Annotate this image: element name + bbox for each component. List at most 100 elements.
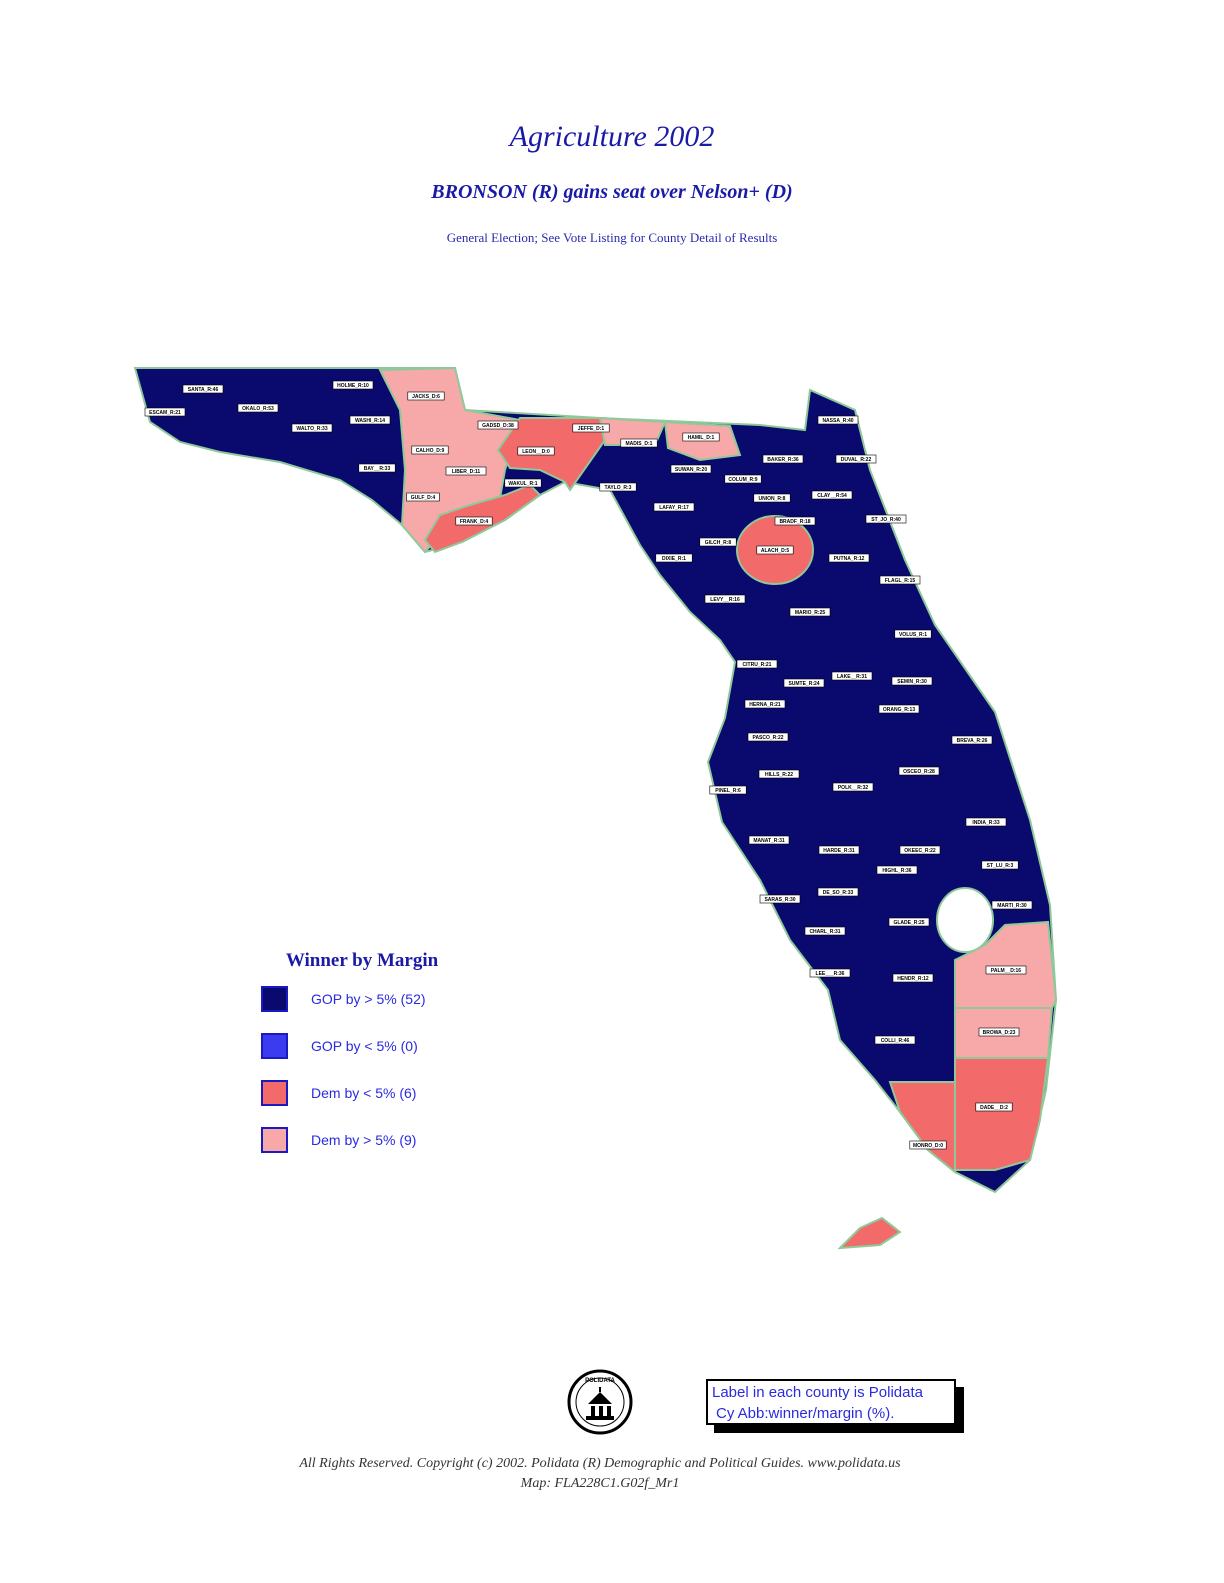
county-label-box [898, 766, 940, 776]
county-label-box [709, 785, 747, 795]
county-label-box [358, 463, 396, 473]
county-label-box [655, 553, 693, 563]
county-label: WAKUL_R:1 [508, 481, 537, 487]
county-label-box [407, 391, 445, 401]
county-label: PUTNA_R:12 [834, 556, 865, 562]
county-label: PALM__D:16 [991, 968, 1021, 974]
county-label-box [455, 516, 493, 526]
county-label-box [978, 1027, 1020, 1037]
county-label: LIBER_D:11 [452, 469, 481, 475]
county-label-box [894, 629, 932, 639]
county-label-box [670, 464, 712, 474]
county-label: SANTA_R:46 [188, 387, 219, 393]
county-label: CLAY__R:54 [817, 493, 847, 499]
legend-label: GOP by < 5% (0) [311, 1038, 418, 1054]
dem-region [837, 1216, 902, 1250]
county-label-box [445, 466, 487, 476]
county-label: HERNA_R:21 [749, 702, 781, 708]
county-label-box [879, 575, 921, 585]
florida-map [133, 366, 1058, 1250]
county-label-box [892, 973, 934, 983]
footer-copyright: All Rights Reserved. Copyright (c) 2002.… [298, 1456, 901, 1471]
county-label-box [620, 438, 658, 448]
county-label-box [888, 917, 930, 927]
logo-inner [575, 1377, 625, 1427]
county-label: UNION_R:8 [759, 496, 786, 502]
county-label: CHARL_R:31 [809, 929, 840, 935]
county-label: GLADE_R:25 [893, 920, 924, 926]
county-label: MARIO_R:25 [795, 610, 826, 616]
county-label-box [756, 545, 794, 555]
county-label: POLK__R:32 [838, 785, 869, 791]
county-label-box [759, 894, 801, 904]
county-label-box [804, 926, 846, 936]
legend-swatch [261, 1127, 288, 1153]
county-label: SEMIN_R:30 [897, 679, 927, 685]
county-label-box [144, 407, 186, 417]
county-label-box [699, 537, 737, 547]
county-label-box [724, 474, 762, 484]
county-label: BROWA_D:23 [983, 1030, 1016, 1036]
title: Agriculture 2002 [508, 120, 715, 153]
county-label-box [682, 432, 720, 442]
county-label: BREVA_R:26 [957, 738, 988, 744]
county-label: SUMTE_R:24 [788, 681, 819, 687]
county-label: ESCAM_R:21 [149, 410, 181, 416]
county-label: LAFAY_R:17 [659, 505, 689, 511]
county-label: BAKER_R:36 [767, 457, 799, 463]
county-label: BAY__R:33 [364, 466, 391, 472]
county-label: HAMIL_D:1 [688, 435, 715, 441]
county-labels: ESCAM_R:21 SANTA_R:46 OKALO_R:53 WALTO_R:33… [144, 380, 1033, 1150]
county-label-box [237, 403, 279, 413]
county-label-box [811, 490, 853, 500]
county-label-box [878, 704, 920, 714]
county-label: LEON__D:0 [522, 449, 550, 455]
county-label: SUWAN_R:20 [675, 467, 707, 473]
county-label: GADSD_D:38 [482, 423, 514, 429]
county-label-box [774, 516, 816, 526]
county-label-box [517, 446, 555, 456]
county-label-box [747, 732, 789, 742]
county-label-box [653, 502, 695, 512]
county-label: LEVY__R:16 [710, 597, 740, 603]
county-label: OSCEO_R:28 [903, 769, 935, 775]
county-label: OKEEC_R:22 [904, 848, 936, 854]
county-label-box [899, 845, 941, 855]
county-label-box [411, 445, 449, 455]
county-label: MANAT_R:31 [753, 838, 785, 844]
county-label: SARAS_R:30 [764, 897, 795, 903]
county-label-box [572, 423, 610, 433]
lake-okeechobee [936, 887, 994, 953]
county-label-box [744, 699, 786, 709]
county-label: LAKE__R:31 [837, 674, 867, 680]
county-label-box [876, 865, 918, 875]
county-label-box [332, 380, 374, 390]
county-label: JEFFE_D:1 [578, 426, 605, 432]
county-label-box [406, 492, 440, 502]
county-label-box [817, 887, 859, 897]
note-line: Label in each county is Polidata [712, 1384, 924, 1401]
logo: POLIDATA [567, 1369, 633, 1435]
county-label: CITRU_R:21 [743, 662, 772, 668]
county-label-box [832, 782, 874, 792]
county-label: VOLUS_R:1 [899, 632, 927, 638]
county-label-box [477, 420, 519, 430]
county-label: NASSA_R:40 [822, 418, 853, 424]
county-label: FLAGL_R:15 [885, 578, 916, 584]
county-label-box [975, 1102, 1013, 1112]
county-label: COLUM_R:9 [728, 477, 757, 483]
county-label: CALHO_D:9 [416, 448, 445, 454]
logo-capitol [586, 1387, 614, 1420]
county-label-box [951, 735, 993, 745]
footer-map-id: Map: FLA228C1.G02f_Mr1 [520, 1476, 680, 1491]
county-label: WASHI_R:14 [355, 418, 385, 424]
note-line: Cy Abb:winner/margin (%). [716, 1405, 894, 1422]
county-label: HILLS_R:22 [765, 772, 793, 778]
county-label-box [748, 835, 790, 845]
county-label-box [599, 482, 637, 492]
dem-region [888, 1081, 956, 1175]
county-label-box [182, 384, 224, 394]
county-label: HOLME_R:10 [337, 383, 369, 389]
county-label: ST_LU_R:3 [987, 863, 1014, 869]
